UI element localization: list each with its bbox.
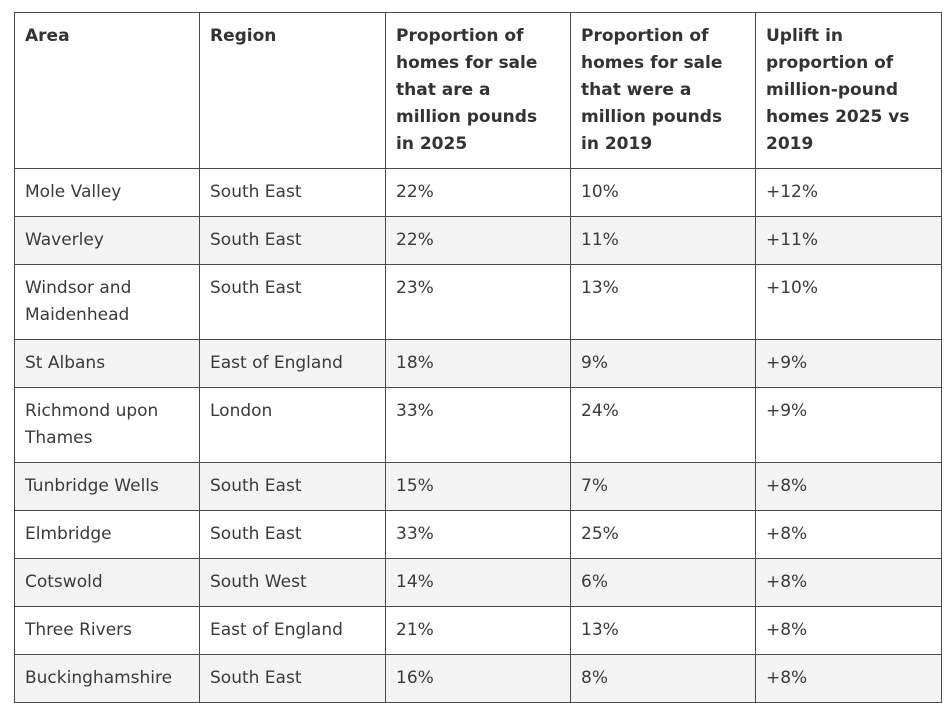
area-cell: Richmond upon Thames (14, 387, 200, 463)
table-row: Waverley South East 22% 11% +11% (14, 216, 942, 265)
region-cell: South East (199, 264, 386, 340)
area-cell: Waverley (14, 216, 200, 265)
area-cell: Cotswold (14, 558, 200, 607)
proportion-2025-cell: 14% (385, 558, 571, 607)
proportion-2019-cell: 7% (570, 462, 756, 511)
header-proportion-2025: Proportion of homes for sale that are a … (385, 12, 571, 169)
header-proportion-2019: Proportion of homes for sale that were a… (570, 12, 756, 169)
region-cell: South West (199, 558, 386, 607)
region-cell: South East (199, 462, 386, 511)
uplift-cell: +9% (755, 339, 942, 388)
proportion-2025-cell: 22% (385, 216, 571, 265)
table-row: St Albans East of England 18% 9% +9% (14, 339, 942, 388)
proportion-2025-cell: 33% (385, 510, 571, 559)
region-cell: South East (199, 216, 386, 265)
table-header: Area Region Proportion of homes for sale… (14, 12, 942, 169)
proportion-2025-cell: 18% (385, 339, 571, 388)
table-row: Windsor and Maidenhead South East 23% 13% +1… (14, 264, 942, 340)
table-row: Buckinghamshire South East 16% 8% +8% (14, 654, 942, 703)
million-pound-homes-table: Area Region Proportion of homes for sale… (14, 12, 942, 703)
uplift-cell: +8% (755, 462, 942, 511)
proportion-2019-cell: 9% (570, 339, 756, 388)
proportion-2025-cell: 33% (385, 387, 571, 463)
header-uplift: Uplift in proportion of million-pound ho… (755, 12, 942, 169)
proportion-2019-cell: 6% (570, 558, 756, 607)
uplift-cell: +12% (755, 168, 942, 217)
region-cell: South East (199, 654, 386, 703)
proportion-2019-cell: 8% (570, 654, 756, 703)
proportion-2025-cell: 23% (385, 264, 571, 340)
table-row: Tunbridge Wells South East 15% 7% +8% (14, 462, 942, 511)
table-row: Three Rivers East of England 21% 13% +8% (14, 606, 942, 655)
region-cell: South East (199, 510, 386, 559)
area-cell: Tunbridge Wells (14, 462, 200, 511)
proportion-2019-cell: 24% (570, 387, 756, 463)
region-cell: London (199, 387, 386, 463)
area-cell: Windsor and Maidenhead (14, 264, 200, 340)
table-row: Richmond upon Thames London 33% 24% +9% (14, 387, 942, 463)
table-body: Mole Valley South East 22% 10% +12% Waverley S… (14, 168, 942, 703)
proportion-2019-cell: 13% (570, 264, 756, 340)
table-row: Mole Valley South East 22% 10% +12% (14, 168, 942, 217)
region-cell: East of England (199, 606, 386, 655)
proportion-2025-cell: 15% (385, 462, 571, 511)
uplift-cell: +10% (755, 264, 942, 340)
region-cell: East of England (199, 339, 386, 388)
area-cell: St Albans (14, 339, 200, 388)
proportion-2019-cell: 13% (570, 606, 756, 655)
header-row: Area Region Proportion of homes for sale… (14, 12, 942, 169)
uplift-cell: +8% (755, 510, 942, 559)
proportion-2019-cell: 10% (570, 168, 756, 217)
area-cell: Three Rivers (14, 606, 200, 655)
area-cell: Buckinghamshire (14, 654, 200, 703)
area-cell: Elmbridge (14, 510, 200, 559)
proportion-2025-cell: 16% (385, 654, 571, 703)
header-area: Area (14, 12, 200, 169)
uplift-cell: +8% (755, 654, 942, 703)
header-region: Region (199, 12, 386, 169)
table-row: Cotswold South West 14% 6% +8% (14, 558, 942, 607)
uplift-cell: +8% (755, 606, 942, 655)
uplift-cell: +9% (755, 387, 942, 463)
region-cell: South East (199, 168, 386, 217)
proportion-2019-cell: 11% (570, 216, 756, 265)
proportion-2019-cell: 25% (570, 510, 756, 559)
area-cell: Mole Valley (14, 168, 200, 217)
proportion-2025-cell: 21% (385, 606, 571, 655)
uplift-cell: +11% (755, 216, 942, 265)
table-row: Elmbridge South East 33% 25% +8% (14, 510, 942, 559)
proportion-2025-cell: 22% (385, 168, 571, 217)
uplift-cell: +8% (755, 558, 942, 607)
